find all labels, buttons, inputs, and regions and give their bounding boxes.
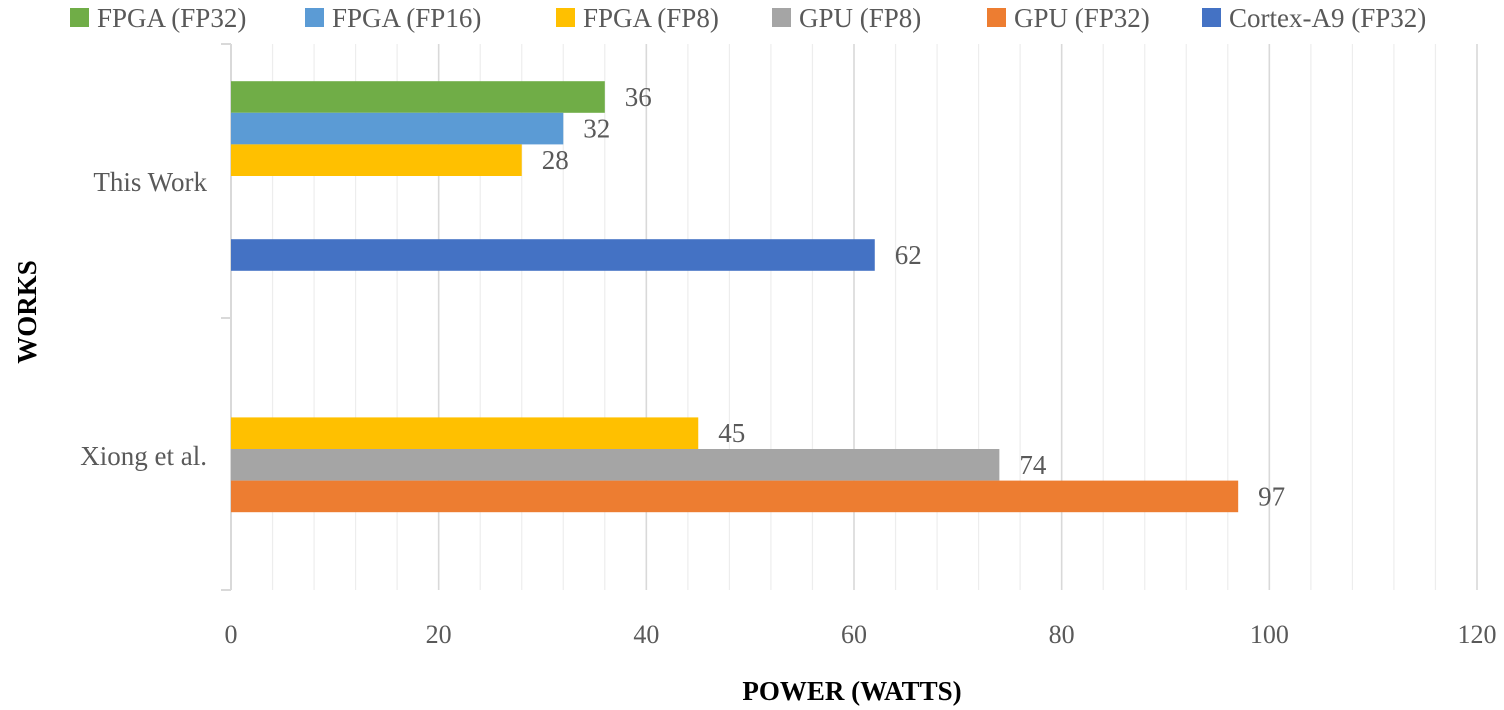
bar-fpga-fp8	[231, 417, 699, 449]
bars	[231, 81, 1239, 513]
legend-swatch	[556, 8, 575, 27]
category-label: Xiong et al.	[80, 441, 207, 471]
legend-label: Cortex-A9 (FP32)	[1229, 3, 1426, 33]
legend-label: GPU (FP8)	[799, 3, 921, 33]
legend-swatch	[987, 8, 1006, 27]
legend-swatch	[772, 8, 791, 27]
bar-fpga-fp32	[231, 81, 605, 113]
data-label: 97	[1258, 481, 1285, 511]
x-tick-label: 60	[841, 620, 867, 649]
legend-label: FPGA (FP16)	[332, 3, 481, 33]
y-axis-title: WORKS	[12, 260, 42, 364]
data-label: 62	[895, 240, 922, 270]
legend: FPGA (FP32) FPGA (FP16) FPGA (FP8) GPU (FP8…	[70, 3, 1426, 33]
bar-gpu-fp8	[231, 449, 1000, 481]
bar-fpga-fp8	[231, 144, 522, 176]
category-label: This Work	[93, 167, 207, 197]
legend-swatch	[70, 8, 89, 27]
x-tick-label: 20	[426, 620, 452, 649]
data-label: 74	[1019, 450, 1047, 480]
bar-fpga-fp16	[231, 112, 564, 145]
legend-swatch	[1202, 8, 1221, 27]
legend-label: FPGA (FP32)	[97, 3, 246, 33]
x-tick-label: 120	[1458, 620, 1497, 649]
bar-gpu-fp32	[231, 480, 1239, 513]
data-labels: 36 32 28 62 45 74 97	[542, 82, 1285, 511]
x-tick-label: 80	[1049, 620, 1075, 649]
data-label: 36	[625, 82, 652, 112]
data-label: 32	[583, 114, 610, 144]
bar-cortex-a9-fp32	[231, 239, 875, 271]
x-tick-label: 40	[633, 620, 659, 649]
data-label: 28	[542, 145, 569, 175]
legend-label: FPGA (FP8)	[583, 3, 719, 33]
x-tick-label: 0	[225, 620, 238, 649]
x-tick-label: 100	[1250, 620, 1289, 649]
legend-swatch	[305, 8, 324, 27]
data-label: 45	[718, 418, 745, 448]
legend-label: GPU (FP32)	[1014, 3, 1150, 33]
x-axis-title: POWER (WATTS)	[742, 676, 961, 706]
